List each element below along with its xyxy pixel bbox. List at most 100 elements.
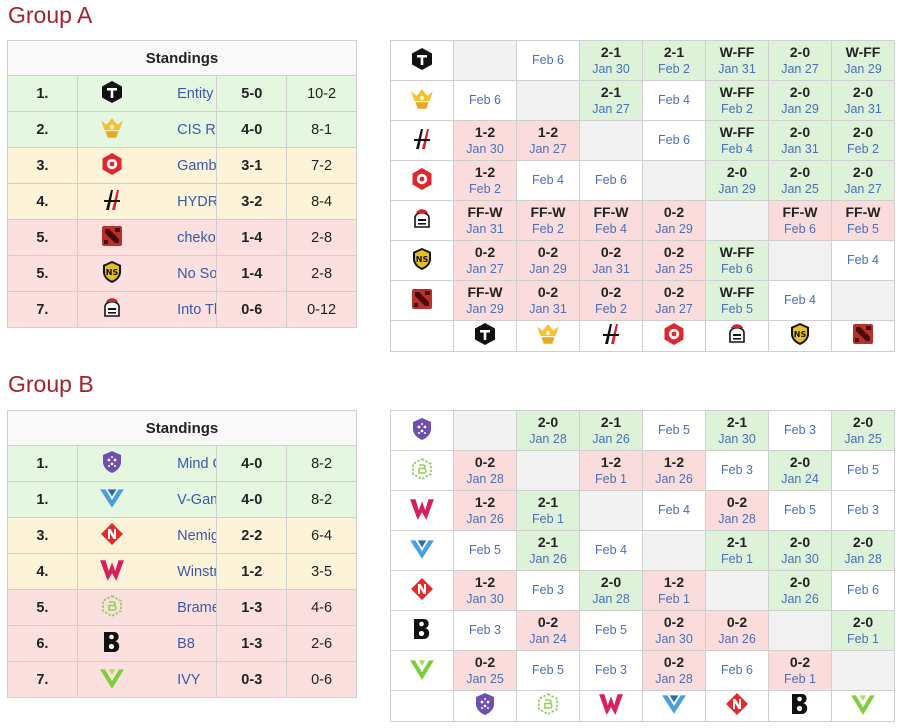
crosstable-match-cell[interactable]: 0-2 Jan 30	[642, 610, 706, 651]
crosstable-match-cell[interactable]: 1-2 Feb 2	[453, 160, 517, 201]
crosstable-match-cell[interactable]: 2-0 Feb 1	[831, 610, 895, 651]
crosstable-match-cell[interactable]: 0-2 Jan 28	[453, 450, 517, 491]
crosstable-match-cell[interactable]: Feb 6	[642, 120, 706, 161]
crosstable-match-cell[interactable]: W-FF Feb 2	[705, 80, 769, 121]
team-name-link[interactable]: IVY	[147, 661, 218, 698]
crosstable-match-cell[interactable]: W-FF Feb 4	[705, 120, 769, 161]
team-name-link[interactable]: Into The Breach	[147, 291, 218, 328]
crosstable-match-cell[interactable]: 2-1 Jan 30	[705, 410, 769, 451]
crosstable-match-cell[interactable]: 1-2 Jan 30	[453, 570, 517, 611]
crosstable-match-cell[interactable]: 2-0 Jan 30	[768, 530, 832, 571]
crosstable-match-cell[interactable]: 2-0 Feb 2	[831, 120, 895, 161]
crosstable-match-cell[interactable]: FF-W Feb 6	[768, 200, 832, 241]
team-name-link[interactable]: CIS Rejects	[147, 111, 218, 148]
team-name-link[interactable]: Nemiga Gaming	[147, 517, 218, 554]
crosstable-match-cell[interactable]: 0-2 Jan 24	[516, 610, 580, 651]
crosstable-match-cell[interactable]: FF-W Feb 4	[579, 200, 643, 241]
team-name-link[interactable]: V-Gaming	[147, 481, 218, 518]
crosstable-match-cell[interactable]: 2-1 Feb 1	[516, 490, 580, 531]
team-name-link[interactable]: chekoldyriki	[147, 219, 218, 256]
crosstable-match-cell[interactable]: 2-0 Jan 29	[705, 160, 769, 201]
crosstable-match-cell[interactable]: Feb 4	[579, 530, 643, 571]
crosstable-match-cell[interactable]: Feb 3	[453, 610, 517, 651]
crosstable-match-cell[interactable]: 2-0 Jan 28	[516, 410, 580, 451]
crosstable-match-cell[interactable]: 0-2 Feb 1	[768, 650, 832, 691]
team-name-link[interactable]: Mind Games	[147, 445, 218, 482]
crosstable-match-cell[interactable]: Feb 4	[768, 280, 832, 321]
team-name-link[interactable]: No Sorry	[147, 255, 218, 292]
crosstable-match-cell[interactable]: Feb 4	[831, 240, 895, 281]
crosstable-match-cell[interactable]: 2-0 Jan 31	[768, 120, 832, 161]
crosstable-match-cell[interactable]: 0-2 Jan 27	[642, 280, 706, 321]
crosstable-match-cell[interactable]: 2-0 Jan 28	[579, 570, 643, 611]
crosstable-match-cell[interactable]: FF-W Jan 29	[453, 280, 517, 321]
crosstable-match-cell[interactable]: Feb 5	[516, 650, 580, 691]
crosstable-match-cell[interactable]: Feb 3	[768, 410, 832, 451]
winstrike-logo-icon	[99, 557, 125, 587]
crosstable-match-cell[interactable]: 0-2 Jan 29	[642, 200, 706, 241]
crosstable-match-cell[interactable]: 2-1 Jan 27	[579, 80, 643, 121]
crosstable-match-cell[interactable]: 0-2 Jan 29	[516, 240, 580, 281]
crosstable-match-cell[interactable]: 0-2 Feb 2	[579, 280, 643, 321]
crosstable-match-cell[interactable]: W-FF Feb 6	[705, 240, 769, 281]
crosstable-match-cell[interactable]: FF-W Feb 5	[831, 200, 895, 241]
crosstable-match-cell[interactable]: FF-W Jan 31	[453, 200, 517, 241]
crosstable-match-cell[interactable]: 0-2 Jan 31	[579, 240, 643, 281]
crosstable-row-logo	[390, 650, 454, 691]
crosstable-match-cell[interactable]: 0-2 Jan 26	[705, 610, 769, 651]
crosstable-match-cell[interactable]: 2-1 Feb 1	[705, 530, 769, 571]
team-name-link[interactable]: Entity	[147, 75, 218, 112]
crosstable-match-cell[interactable]: 0-2 Jan 25	[642, 240, 706, 281]
crosstable-match-cell[interactable]: 2-1 Jan 26	[579, 410, 643, 451]
crosstable-match-cell[interactable]: Feb 5	[453, 530, 517, 571]
crosstable-match-cell[interactable]: Feb 4	[516, 160, 580, 201]
crosstable-match-cell[interactable]: 2-1 Jan 26	[516, 530, 580, 571]
crosstable-match-cell[interactable]: Feb 5	[579, 610, 643, 651]
crosstable-match-cell[interactable]: Feb 3	[579, 650, 643, 691]
crosstable-match-cell[interactable]: Feb 4	[642, 490, 706, 531]
crosstable-match-cell[interactable]: 2-0 Jan 27	[831, 160, 895, 201]
crosstable-match-cell[interactable]: Feb 5	[642, 410, 706, 451]
crosstable-match-cell[interactable]: 1-2 Jan 26	[642, 450, 706, 491]
crosstable-match-cell[interactable]: 0-2 Jan 25	[453, 650, 517, 691]
crosstable-match-cell[interactable]: 1-2 Jan 27	[516, 120, 580, 161]
crosstable-match-cell[interactable]: 2-0 Jan 27	[768, 40, 832, 81]
crosstable-match-cell[interactable]: W-FF Jan 29	[831, 40, 895, 81]
crosstable-match-cell[interactable]: 2-1 Feb 2	[642, 40, 706, 81]
team-name-link[interactable]: B8	[147, 625, 218, 662]
crosstable-match-cell[interactable]: Feb 6	[705, 650, 769, 691]
crosstable-match-cell[interactable]: 0-2 Jan 28	[705, 490, 769, 531]
crosstable-match-cell[interactable]: W-FF Feb 5	[705, 280, 769, 321]
crosstable-match-cell[interactable]: FF-W Feb 2	[516, 200, 580, 241]
team-name-link[interactable]: Brame	[147, 589, 218, 626]
crosstable-match-cell[interactable]: W-FF Jan 31	[705, 40, 769, 81]
crosstable-match-cell[interactable]: 2-0 Jan 31	[831, 80, 895, 121]
crosstable-match-cell[interactable]: 1-2 Feb 1	[642, 570, 706, 611]
crosstable-match-cell[interactable]: Feb 6	[453, 80, 517, 121]
team-name-link[interactable]: Winstrike Team	[147, 553, 218, 590]
crosstable-match-cell[interactable]: 2-0 Jan 25	[831, 410, 895, 451]
crosstable-match-cell[interactable]: Feb 6	[579, 160, 643, 201]
crosstable-match-cell[interactable]: Feb 3	[831, 490, 895, 531]
crosstable-match-cell[interactable]: Feb 3	[705, 450, 769, 491]
crosstable-match-cell[interactable]: Feb 6	[516, 40, 580, 81]
team-name-link[interactable]: Gambit Esports	[147, 147, 218, 184]
crosstable-match-cell[interactable]: Feb 6	[831, 570, 895, 611]
crosstable-match-cell[interactable]: 0-2 Jan 28	[642, 650, 706, 691]
crosstable-match-cell[interactable]: 2-0 Jan 28	[831, 530, 895, 571]
crosstable-match-cell[interactable]: 2-0 Jan 26	[768, 570, 832, 611]
crosstable-match-cell[interactable]: Feb 3	[516, 570, 580, 611]
crosstable-match-cell[interactable]: 1-2 Jan 30	[453, 120, 517, 161]
crosstable-match-cell[interactable]: Feb 4	[642, 80, 706, 121]
team-name-link[interactable]: HYDRA	[147, 183, 218, 220]
crosstable-match-cell[interactable]: 2-0 Jan 25	[768, 160, 832, 201]
crosstable-match-cell[interactable]: 1-2 Jan 26	[453, 490, 517, 531]
crosstable-match-cell[interactable]: 2-0 Jan 29	[768, 80, 832, 121]
crosstable-match-cell[interactable]: 0-2 Jan 27	[453, 240, 517, 281]
crosstable-match-cell[interactable]: 0-2 Jan 31	[516, 280, 580, 321]
crosstable-match-cell[interactable]: 2-1 Jan 30	[579, 40, 643, 81]
crosstable-match-cell[interactable]: Feb 5	[768, 490, 832, 531]
crosstable-match-cell[interactable]: 2-0 Jan 24	[768, 450, 832, 491]
crosstable-match-cell[interactable]: Feb 5	[831, 450, 895, 491]
crosstable-match-cell[interactable]: 1-2 Feb 1	[579, 450, 643, 491]
